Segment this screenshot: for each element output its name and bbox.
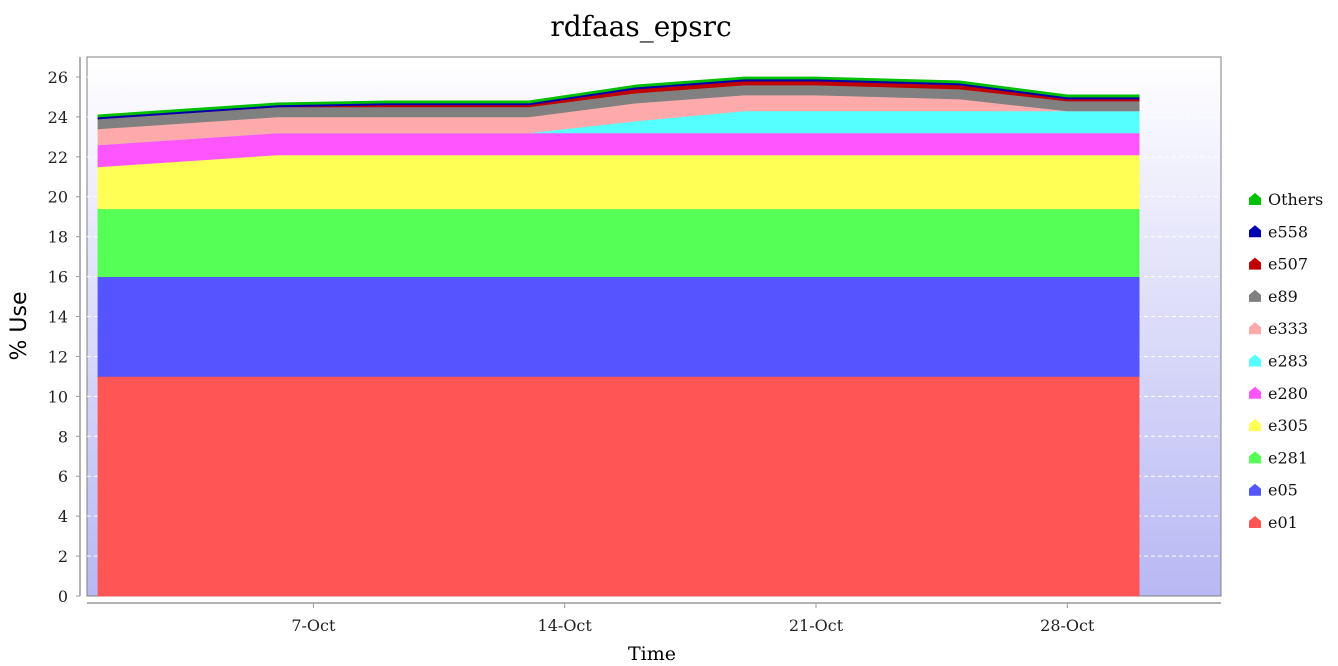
legend-item-e281: e281 xyxy=(1249,448,1308,467)
legend-label: Others xyxy=(1268,190,1323,209)
legend-label: e283 xyxy=(1268,352,1308,371)
legend-swatch xyxy=(1249,516,1261,528)
legend-item-others: Others xyxy=(1249,190,1323,209)
series-areas xyxy=(97,76,1140,597)
y-tick-label: 14 xyxy=(48,308,68,327)
legend-item-e01: e01 xyxy=(1249,513,1298,532)
x-tick-label: 14-Oct xyxy=(538,616,593,635)
legend-label: e305 xyxy=(1268,416,1308,435)
legend-label: e89 xyxy=(1268,287,1298,306)
y-tick-label: 20 xyxy=(48,188,68,207)
legend-label: e558 xyxy=(1268,222,1308,241)
area-e281 xyxy=(97,208,1140,277)
x-tick-labels: 7-Oct 14-Oct 21-Oct 28-Oct xyxy=(291,603,1095,635)
legend-label: e05 xyxy=(1268,481,1298,500)
legend-swatch xyxy=(1249,354,1261,367)
legend-swatch xyxy=(1249,419,1261,432)
legend-item-e05: e05 xyxy=(1249,481,1298,500)
legend-swatch xyxy=(1249,322,1261,335)
y-tick-label: 18 xyxy=(48,228,68,247)
legend-label: e281 xyxy=(1268,448,1308,467)
y-tick-label: 2 xyxy=(58,547,68,566)
x-axis-label: Time xyxy=(628,643,676,665)
y-tick-label: 0 xyxy=(58,587,68,606)
legend-item-e333: e333 xyxy=(1249,319,1308,338)
area-e305 xyxy=(97,154,1140,210)
y-tick-label: 10 xyxy=(48,387,68,406)
legend-label: e507 xyxy=(1268,255,1308,274)
y-tick-label: 4 xyxy=(58,507,68,526)
legend-label: e280 xyxy=(1268,384,1308,403)
area-others xyxy=(97,76,1140,118)
area-e05 xyxy=(97,276,1140,377)
area-e01 xyxy=(97,376,1140,597)
legend-item-e280: e280 xyxy=(1249,384,1308,403)
legend-swatch xyxy=(1249,225,1261,238)
legend-swatch xyxy=(1249,483,1261,496)
legend-swatch xyxy=(1249,193,1261,205)
legend-label: e01 xyxy=(1268,513,1298,532)
legend-swatch xyxy=(1249,257,1261,270)
y-tick-label: 22 xyxy=(48,148,68,167)
legend-item-e283: e283 xyxy=(1249,352,1308,371)
y-tick-label: 26 xyxy=(48,68,68,87)
legend-item-e89: e89 xyxy=(1249,287,1298,306)
legend-swatch xyxy=(1249,386,1261,399)
x-tick-label: 21-Oct xyxy=(789,616,844,635)
legend-item-e507: e507 xyxy=(1249,255,1308,274)
legend-item-e558: e558 xyxy=(1249,222,1308,241)
axes xyxy=(79,57,1221,604)
y-tick-label: 8 xyxy=(58,427,68,446)
legend-item-e305: e305 xyxy=(1249,416,1308,435)
chart-title: rdfaas_epsrc xyxy=(550,10,731,43)
x-tick-label: 28-Oct xyxy=(1040,616,1095,635)
y-axis-label: % Use xyxy=(7,292,32,361)
y-tick-label: 16 xyxy=(48,268,68,287)
y-tick-label: 24 xyxy=(48,108,68,127)
y-tick-label: 6 xyxy=(58,467,68,486)
y-tick-label: 12 xyxy=(48,347,68,366)
legend-swatch xyxy=(1249,289,1261,302)
x-tick-label: 7-Oct xyxy=(291,616,336,635)
legend-swatch xyxy=(1249,451,1261,464)
legend-label: e333 xyxy=(1268,319,1308,338)
legend: Others e558 e507 e89 e333 e283 e280 e305 e281 e05… xyxy=(1249,190,1323,532)
